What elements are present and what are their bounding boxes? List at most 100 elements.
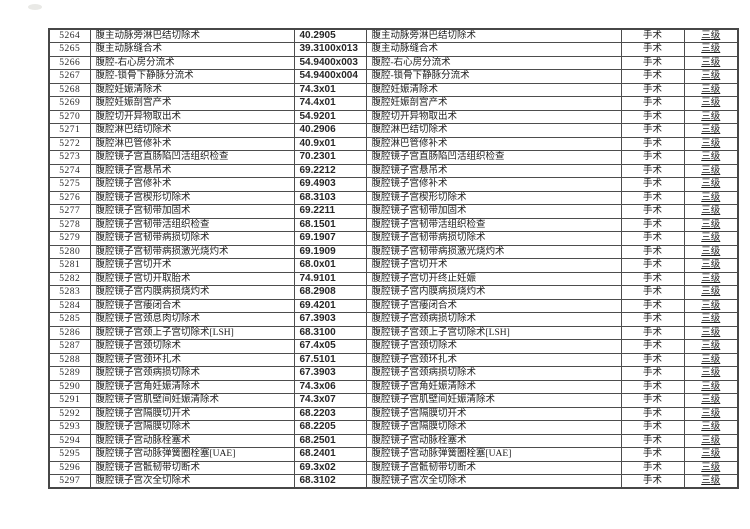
row-procedure-name: 腹腔镜子宫颈息肉切除术: [89, 312, 295, 327]
row-procedure-code: 40.2905: [293, 28, 367, 43]
row-serial-number: 5282: [48, 271, 91, 286]
table-row: 5297 腹腔镜子宫次全切除术 68.3102 腹腔镜子宫次全切除术 手术 三级: [48, 474, 739, 489]
row-standard-procedure-name: 腹腔镜子宫动脉栓塞术: [365, 433, 622, 448]
row-standard-procedure-name: 腹腔镜子宫颈病损切除术: [365, 366, 622, 381]
row-standard-procedure-name: 腹腔镜子宫骶韧带切断术: [365, 460, 622, 475]
row-level: 三级: [683, 28, 739, 43]
row-level: 三级: [683, 123, 739, 138]
row-procedure-code: 68.3102: [293, 474, 367, 489]
table-row: 5276 腹腔镜子宫楔形切除术 68.3103 腹腔镜子宫楔形切除术 手术 三级: [48, 190, 739, 205]
row-procedure-code: 68.2205: [293, 420, 367, 435]
row-standard-procedure-name: 腹腔淋巴管修补术: [365, 136, 622, 151]
row-category: 手术: [620, 204, 685, 219]
row-serial-number: 5292: [48, 406, 91, 421]
row-category: 手术: [620, 366, 685, 381]
table-row: 5286 腹腔镜子宫颈上子宫切除术[LSH] 68.3100 腹腔镜子宫颈上子宫…: [48, 325, 739, 340]
row-category: 手术: [620, 352, 685, 367]
row-level: 三级: [683, 379, 739, 394]
table-row: 5295 腹腔镜子宫动脉弹簧圈栓塞[UAE] 68.2401 腹腔镜子宫动脉弹簧…: [48, 447, 739, 462]
procedure-table: 5264 腹主动脉旁淋巴结切除术 40.2905 腹主动脉旁淋巴结切除术 手术 …: [48, 28, 739, 489]
row-category: 手术: [620, 231, 685, 246]
row-procedure-name: 腹腔镜子宫动脉栓塞术: [89, 433, 295, 448]
row-level: 三级: [683, 258, 739, 273]
table-row: 5273 腹腔镜子宫直肠陷凹活组织检查 70.2301 腹腔镜子宫直肠陷凹活组织…: [48, 150, 739, 165]
row-level: 三级: [683, 177, 739, 192]
row-serial-number: 5265: [48, 42, 91, 57]
row-serial-number: 5294: [48, 433, 91, 448]
row-level: 三级: [683, 447, 739, 462]
row-standard-procedure-name: 腹腔镜子宫修补术: [365, 177, 622, 192]
row-procedure-code: 70.2301: [293, 150, 367, 165]
row-category: 手术: [620, 109, 685, 124]
table-row: 5291 腹腔镜子宫肌壁间妊娠清除术 74.3x07 腹腔镜子宫肌壁间妊娠清除术…: [48, 393, 739, 408]
row-serial-number: 5279: [48, 231, 91, 246]
row-procedure-code: 67.3903: [293, 312, 367, 327]
row-category: 手术: [620, 69, 685, 84]
row-procedure-name: 腹腔镜子宫直肠陷凹活组织检查: [89, 150, 295, 165]
row-category: 手术: [620, 271, 685, 286]
row-standard-procedure-name: 腹腔镜子宫韧带活组织检查: [365, 217, 622, 232]
row-category: 手术: [620, 406, 685, 421]
row-standard-procedure-name: 腹腔镜子宫韧带加固术: [365, 204, 622, 219]
row-serial-number: 5267: [48, 69, 91, 84]
row-procedure-code: 54.9400x004: [293, 69, 367, 84]
row-level: 三级: [683, 163, 739, 178]
row-procedure-name: 腹腔镜子宫韧带活组织检查: [89, 217, 295, 232]
table-row: 5288 腹腔镜子宫颈环扎术 67.5101 腹腔镜子宫颈环扎术 手术 三级: [48, 352, 739, 367]
row-serial-number: 5275: [48, 177, 91, 192]
row-level: 三级: [683, 150, 739, 165]
table-row: 5283 腹腔镜子宫内膜病损烧灼术 68.2908 腹腔镜子宫内膜病损烧灼术 手…: [48, 285, 739, 300]
table-row: 5296 腹腔镜子宫骶韧带切断术 69.3x02 腹腔镜子宫骶韧带切断术 手术 …: [48, 460, 739, 475]
row-procedure-name: 腹腔镜子宫颈上子宫切除术[LSH]: [89, 325, 295, 340]
row-category: 手术: [620, 136, 685, 151]
row-standard-procedure-name: 腹腔镜子宫悬吊术: [365, 163, 622, 178]
row-procedure-code: 40.2906: [293, 123, 367, 138]
row-standard-procedure-name: 腹腔妊娠剖宫产术: [365, 96, 622, 111]
table-row: 5292 腹腔镜子宫隔膜切开术 68.2203 腹腔镜子宫隔膜切开术 手术 三级: [48, 406, 739, 421]
row-serial-number: 5291: [48, 393, 91, 408]
row-procedure-name: 腹腔-右心房分流术: [89, 55, 295, 70]
row-procedure-code: 67.4x05: [293, 339, 367, 354]
row-procedure-code: 68.2501: [293, 433, 367, 448]
row-procedure-code: 74.3x01: [293, 82, 367, 97]
row-serial-number: 5273: [48, 150, 91, 165]
row-category: 手术: [620, 82, 685, 97]
row-category: 手术: [620, 433, 685, 448]
table-row: 5293 腹腔镜子宫隔膜切除术 68.2205 腹腔镜子宫隔膜切除术 手术 三级: [48, 420, 739, 435]
row-procedure-code: 69.3x02: [293, 460, 367, 475]
row-procedure-code: 68.2908: [293, 285, 367, 300]
row-level: 三级: [683, 82, 739, 97]
row-standard-procedure-name: 腹腔镜子宫角妊娠清除术: [365, 379, 622, 394]
row-level: 三级: [683, 271, 739, 286]
row-procedure-name: 腹腔镜子宫韧带病损激光烧灼术: [89, 244, 295, 259]
row-procedure-name: 腹腔妊娠清除术: [89, 82, 295, 97]
row-category: 手术: [620, 420, 685, 435]
row-standard-procedure-name: 腹腔镜子宫隔膜切开术: [365, 406, 622, 421]
row-standard-procedure-name: 腹腔镜子宫楔形切除术: [365, 190, 622, 205]
table-row: 5278 腹腔镜子宫韧带活组织检查 68.1501 腹腔镜子宫韧带活组织检查 手…: [48, 217, 739, 232]
row-serial-number: 5266: [48, 55, 91, 70]
row-standard-procedure-name: 腹腔镜子宫颈病损切除术: [365, 312, 622, 327]
row-category: 手术: [620, 460, 685, 475]
row-category: 手术: [620, 96, 685, 111]
row-serial-number: 5274: [48, 163, 91, 178]
table-row: 5275 腹腔镜子宫修补术 69.4903 腹腔镜子宫修补术 手术 三级: [48, 177, 739, 192]
row-procedure-code: 69.4903: [293, 177, 367, 192]
row-level: 三级: [683, 474, 739, 489]
table-row: 5272 腹腔淋巴管修补术 40.9x01 腹腔淋巴管修补术 手术 三级: [48, 136, 739, 151]
row-level: 三级: [683, 325, 739, 340]
row-level: 三级: [683, 69, 739, 84]
row-serial-number: 5297: [48, 474, 91, 489]
row-procedure-code: 68.2401: [293, 447, 367, 462]
row-procedure-code: 54.9400x003: [293, 55, 367, 70]
row-standard-procedure-name: 腹腔妊娠清除术: [365, 82, 622, 97]
table-row: 5287 腹腔镜子宫颈切除术 67.4x05 腹腔镜子宫颈切除术 手术 三级: [48, 339, 739, 354]
table-row: 5266 腹腔-右心房分流术 54.9400x003 腹腔-右心房分流术 手术 …: [48, 55, 739, 70]
row-standard-procedure-name: 腹主动脉缝合术: [365, 42, 622, 57]
row-serial-number: 5280: [48, 244, 91, 259]
row-serial-number: 5295: [48, 447, 91, 462]
row-serial-number: 5289: [48, 366, 91, 381]
row-level: 三级: [683, 420, 739, 435]
row-procedure-code: 74.4x01: [293, 96, 367, 111]
row-procedure-code: 69.2212: [293, 163, 367, 178]
